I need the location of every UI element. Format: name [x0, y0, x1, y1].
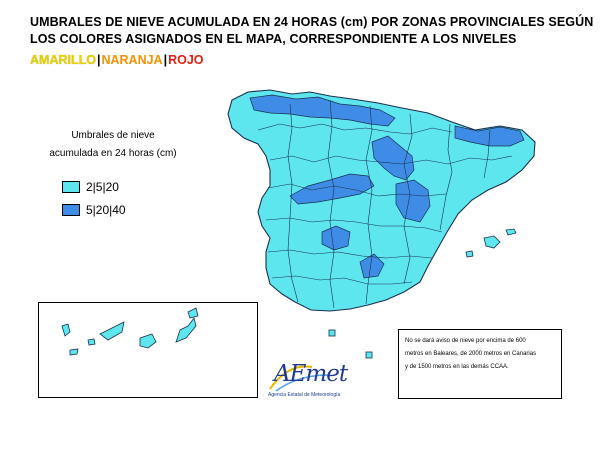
canarias-islands [61, 307, 199, 356]
island-la-palma [61, 323, 71, 337]
note-line1: No se dará aviso de nieve por encima de … [405, 338, 526, 344]
legend-title: Umbrales de nieve acumulada en 24 horas … [38, 127, 188, 163]
legend-swatch-high [62, 204, 80, 216]
logo-swoosh-icon [269, 365, 329, 392]
warning-levels: AMARILLO|NARANJA|ROJO [30, 52, 204, 68]
province-borders [257, 99, 513, 309]
map-title: UMBRALES DE NIEVE ACUMULADA EN 24 HORAS … [30, 15, 594, 46]
zone-sistema-central [289, 173, 375, 205]
legend-item-high: 5|20|40 [62, 203, 126, 217]
island-menorca [505, 228, 517, 236]
zone-toledo [321, 225, 351, 251]
island-mallorca [483, 235, 501, 249]
ceuta [328, 329, 336, 337]
island-tenerife [99, 321, 125, 341]
level-rojo: ROJO [168, 53, 204, 67]
level-separator: | [96, 53, 101, 67]
island-lanzarote [187, 307, 199, 319]
canarias-inset-frame [38, 302, 258, 398]
peninsula-shape [227, 89, 536, 312]
island-la-gomera [87, 338, 96, 346]
legend-title-line2: acumulada en 24 horas (cm) [49, 148, 177, 159]
logo-text: AEmet [274, 361, 348, 387]
island-el-hierro [69, 348, 79, 356]
zone-iberico-sur [395, 179, 431, 223]
note-line2: metros en Baleares, de 2000 metros en Ca… [405, 351, 537, 357]
legend-swatch-low [62, 181, 80, 193]
island-ibiza [465, 250, 474, 258]
legend-item-low: 2|5|20 [62, 180, 119, 194]
legend-label-low: 2|5|20 [86, 180, 119, 194]
high-threshold-zones [249, 94, 525, 279]
level-naranja: NARANJA [101, 53, 163, 67]
baleares-islands [465, 228, 517, 258]
island-fuerteventura [175, 317, 197, 343]
zone-iberico-norte [371, 135, 415, 181]
legend-title-line1: Umbrales de nieve [71, 130, 155, 141]
aemet-logo: AEmet Agencia Estatal de Meteorología [268, 361, 348, 405]
island-gran-canaria [139, 333, 157, 349]
level-separator: | [163, 53, 168, 67]
altitude-note: No se dará aviso de nieve por encima de … [398, 329, 562, 399]
level-amarillo: AMARILLO [30, 53, 96, 67]
logo-subtitle: Agencia Estatal de Meteorología [268, 392, 341, 398]
legend-label-high: 5|20|40 [86, 203, 126, 217]
melilla [365, 351, 373, 359]
note-line3: y de 1500 metros en las demás CCAA. [405, 364, 509, 370]
zone-cantabrica [249, 94, 396, 127]
